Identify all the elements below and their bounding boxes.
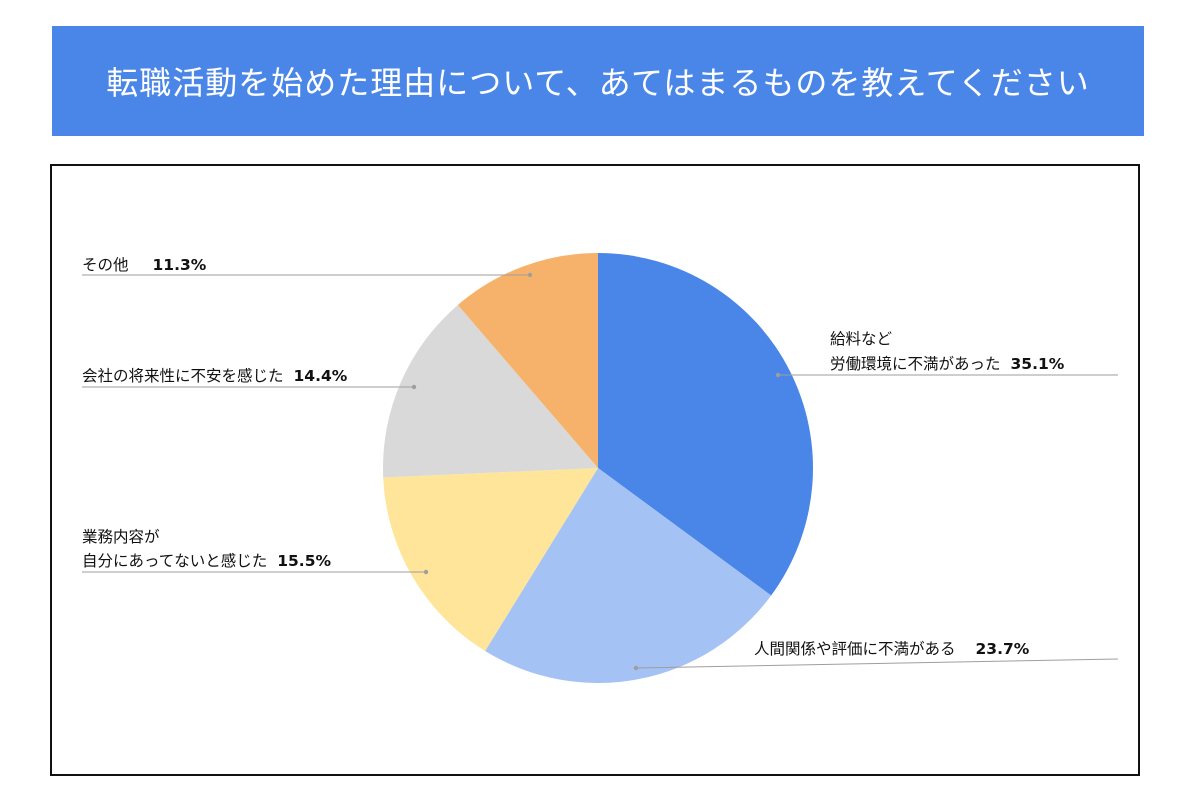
- slice-label-other-text: その他: [82, 256, 129, 274]
- pie-slice-relations: [485, 468, 772, 683]
- slice-label-salary-text: 労働環境に不満があった: [830, 354, 1001, 373]
- leader-dot-relations: [633, 665, 639, 671]
- leader-line-relations: [635, 658, 1119, 669]
- leader-dot-other: [527, 272, 533, 278]
- chart-frame: 給料など 労働環境に不満があった 35.1% 人間関係や評価に不満がある 23.7%…: [50, 164, 1140, 776]
- slice-value-future: 14.4%: [294, 367, 348, 385]
- pie-slice-salary: [598, 253, 813, 596]
- slice-label-salary-line1: 給料など: [830, 330, 893, 348]
- pie-chart: 給料など 労働環境に不満があった 35.1% 人間関係や評価に不満がある 23.7%…: [82, 253, 1119, 683]
- slice-value-other: 11.3%: [153, 256, 207, 274]
- title-banner: 転職活動を始めた理由について、あてはまるものを教えてください: [52, 26, 1144, 136]
- slice-value-work: 15.5%: [277, 552, 331, 570]
- slice-label-relations-text: 人間関係や評価に不満がある: [754, 640, 956, 658]
- slice-label-salary-line2: 労働環境に不満があった 35.1%: [830, 354, 1065, 373]
- pie-slice-future: [383, 304, 598, 478]
- slice-value-relations: 23.7%: [976, 640, 1030, 658]
- slice-labels: 給料など 労働環境に不満があった 35.1% 人間関係や評価に不満がある 23.7%…: [82, 256, 1065, 658]
- slice-label-work-line1: 業務内容が: [82, 528, 160, 546]
- slice-label-relations-line1: 人間関係や評価に不満がある 23.7%: [754, 640, 1030, 658]
- slice-label-work-text: 自分にあってないと感じた: [82, 552, 267, 570]
- label-leaders: [82, 272, 1119, 671]
- leader-dot-future: [411, 384, 417, 390]
- slice-label-future-text: 会社の将来性に不安を感じた: [82, 367, 284, 385]
- slice-value-salary: 35.1%: [1011, 355, 1065, 373]
- chart-title: 転職活動を始めた理由について、あてはまるものを教えてください: [106, 64, 1090, 102]
- slice-label-future-line1: 会社の将来性に不安を感じた 14.4%: [82, 367, 348, 385]
- slice-label-work-line2: 自分にあってないと感じた 15.5%: [82, 552, 331, 570]
- leader-dot-work: [423, 569, 429, 575]
- pie-slice-other: [457, 253, 598, 468]
- leader-dot-salary: [775, 372, 781, 378]
- slice-label-other-line1: その他 11.3%: [82, 256, 207, 274]
- pie-slices: [383, 253, 813, 683]
- pie-slice-work: [383, 468, 598, 651]
